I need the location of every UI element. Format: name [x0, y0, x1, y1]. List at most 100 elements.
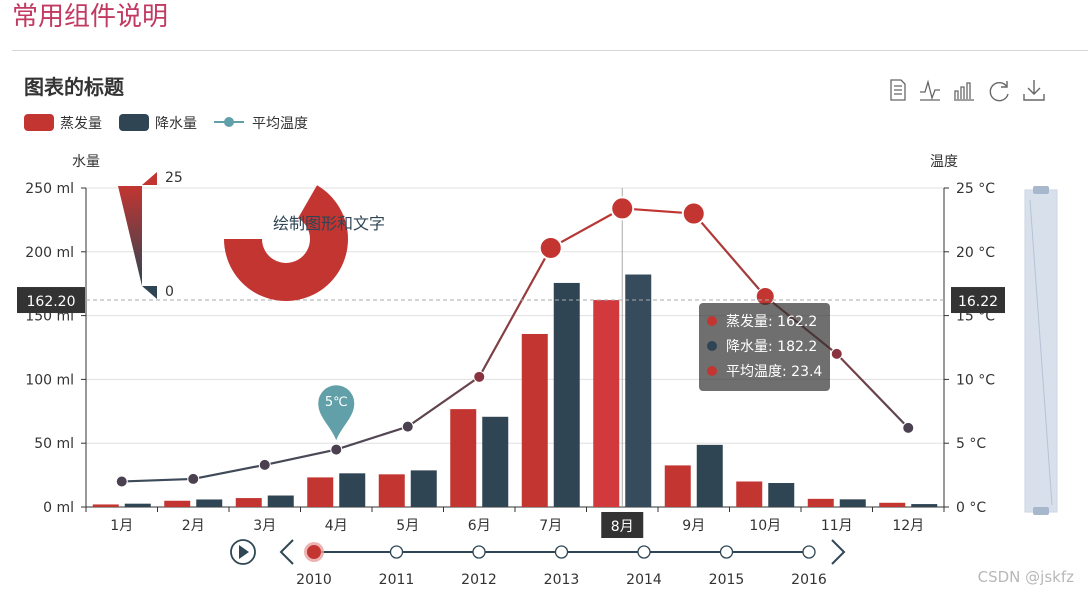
visual-map-handle-bottom[interactable]	[142, 286, 157, 299]
timeline-next-icon[interactable]	[831, 539, 846, 565]
legend-swatch	[119, 114, 149, 131]
bar[interactable]	[410, 470, 437, 507]
legend-label: 平均温度	[252, 116, 308, 132]
bar[interactable]	[879, 502, 906, 507]
toolbox	[886, 77, 1046, 103]
data-view-icon[interactable]	[886, 77, 910, 103]
data-zoom-shadow-line	[1029, 199, 1053, 506]
line-chart-icon[interactable]	[918, 77, 942, 103]
timeline-year-label: 2012	[461, 572, 497, 588]
visual-map-bar	[118, 186, 142, 286]
legend-label: 降水量	[155, 116, 197, 132]
bar[interactable]	[450, 409, 477, 507]
right-pointer-label-bg	[951, 287, 1005, 314]
legend: 蒸发量 降水量 平均温度	[24, 114, 308, 132]
x-tick-label: 10月	[749, 518, 781, 534]
left-pointer-label: 162.20	[27, 294, 76, 310]
bar[interactable]	[521, 333, 548, 507]
timeline-year-label: 2015	[709, 572, 745, 588]
legend-item[interactable]: 蒸发量	[24, 114, 102, 132]
bar[interactable]	[553, 282, 580, 507]
bar[interactable]	[593, 300, 620, 507]
visual-map-max-label: 25	[165, 170, 183, 186]
temperature-point[interactable]	[473, 370, 486, 383]
timeline-year-label: 2014	[626, 572, 662, 588]
bar[interactable]	[839, 499, 866, 507]
mark-point-shape	[318, 385, 355, 441]
download-icon[interactable]	[1022, 77, 1046, 103]
bar[interactable]	[696, 444, 723, 507]
timeline-point[interactable]	[472, 545, 486, 559]
legend-item[interactable]: 平均温度	[214, 116, 308, 132]
data-zoom-handle-top[interactable]	[1033, 186, 1049, 194]
timeline-point[interactable]	[389, 545, 404, 559]
x-tick-label: 1月	[110, 518, 133, 534]
timeline-point[interactable]	[802, 545, 816, 559]
x-tick-label: 11月	[821, 518, 853, 534]
x-tick-label: 7月	[539, 518, 562, 534]
temperature-point[interactable]	[330, 443, 343, 456]
bar[interactable]	[807, 498, 834, 507]
visual-map-handle-top[interactable]	[142, 172, 157, 185]
bar[interactable]	[267, 495, 294, 507]
timeline-year-label: 2013	[544, 572, 580, 588]
bar[interactable]	[92, 504, 119, 507]
temperature-point[interactable]	[115, 475, 128, 488]
temperature-point[interactable]	[681, 201, 706, 226]
bar[interactable]	[124, 503, 151, 507]
timeline-prev-icon[interactable]	[279, 539, 294, 565]
watermark: CSDN @jskfz	[977, 568, 1074, 586]
data-zoom-slider[interactable]	[1024, 186, 1058, 515]
x-tick-label: 12月	[892, 518, 924, 534]
timeline-year-label: 2010	[296, 572, 332, 588]
bar[interactable]	[307, 477, 334, 507]
temperature-point[interactable]	[401, 420, 414, 433]
legend-item[interactable]: 降水量	[119, 114, 197, 132]
timeline-year-label: 2016	[791, 572, 827, 588]
temperature-point[interactable]	[538, 235, 563, 260]
title-divider	[12, 50, 1088, 51]
timeline-point[interactable]	[719, 545, 734, 559]
bar[interactable]	[378, 474, 405, 507]
mark-point-pin[interactable]: 5℃	[318, 385, 355, 441]
y-right-axis-name: 温度	[930, 154, 958, 170]
data-zoom-handle-bottom[interactable]	[1033, 507, 1049, 515]
bar-chart-icon[interactable]	[952, 77, 976, 103]
x-tick-label: 5月	[396, 518, 419, 534]
bar[interactable]	[768, 483, 795, 507]
bar[interactable]	[235, 498, 262, 507]
timeline-play-button[interactable]	[230, 539, 256, 565]
bar[interactable]	[664, 465, 691, 507]
temperature-point[interactable]	[610, 196, 635, 221]
bar-series	[92, 274, 938, 507]
bar[interactable]	[196, 499, 223, 507]
chart-title: 图表的标题	[24, 75, 125, 99]
y-left-tick-label: 50 ml	[34, 436, 74, 452]
temperature-point[interactable]	[258, 458, 271, 471]
bar[interactable]	[911, 504, 938, 507]
bar-chart-icon-shape	[954, 82, 974, 101]
visual-map[interactable]: 25 0	[118, 170, 183, 300]
bar[interactable]	[482, 416, 509, 507]
temperature-point[interactable]	[755, 286, 775, 306]
bar[interactable]	[339, 473, 366, 507]
mark-point-label: 5℃	[325, 395, 348, 410]
y-right-tick-label: 25 °C	[956, 181, 995, 197]
temperature-point[interactable]	[902, 421, 915, 434]
play-icon	[239, 545, 249, 559]
temperature-point[interactable]	[830, 347, 843, 360]
tooltip-row: 蒸发量: 162.2	[726, 314, 817, 330]
timeline-current-point[interactable]	[307, 545, 321, 559]
temperature-point[interactable]	[187, 472, 200, 485]
bar[interactable]	[164, 500, 191, 507]
restore-icon[interactable]	[987, 77, 1011, 103]
timeline-point[interactable]	[554, 545, 569, 559]
timeline-point[interactable]	[637, 545, 651, 559]
tooltip-row: 降水量: 182.2	[726, 339, 817, 355]
graphic-text: 绘制图形和文字	[273, 214, 385, 233]
tooltip-bg	[699, 303, 830, 391]
x-tick-label: 3月	[253, 518, 276, 534]
x-tick-label: 4月	[325, 518, 348, 534]
bar[interactable]	[736, 481, 763, 507]
bar[interactable]	[625, 274, 652, 507]
